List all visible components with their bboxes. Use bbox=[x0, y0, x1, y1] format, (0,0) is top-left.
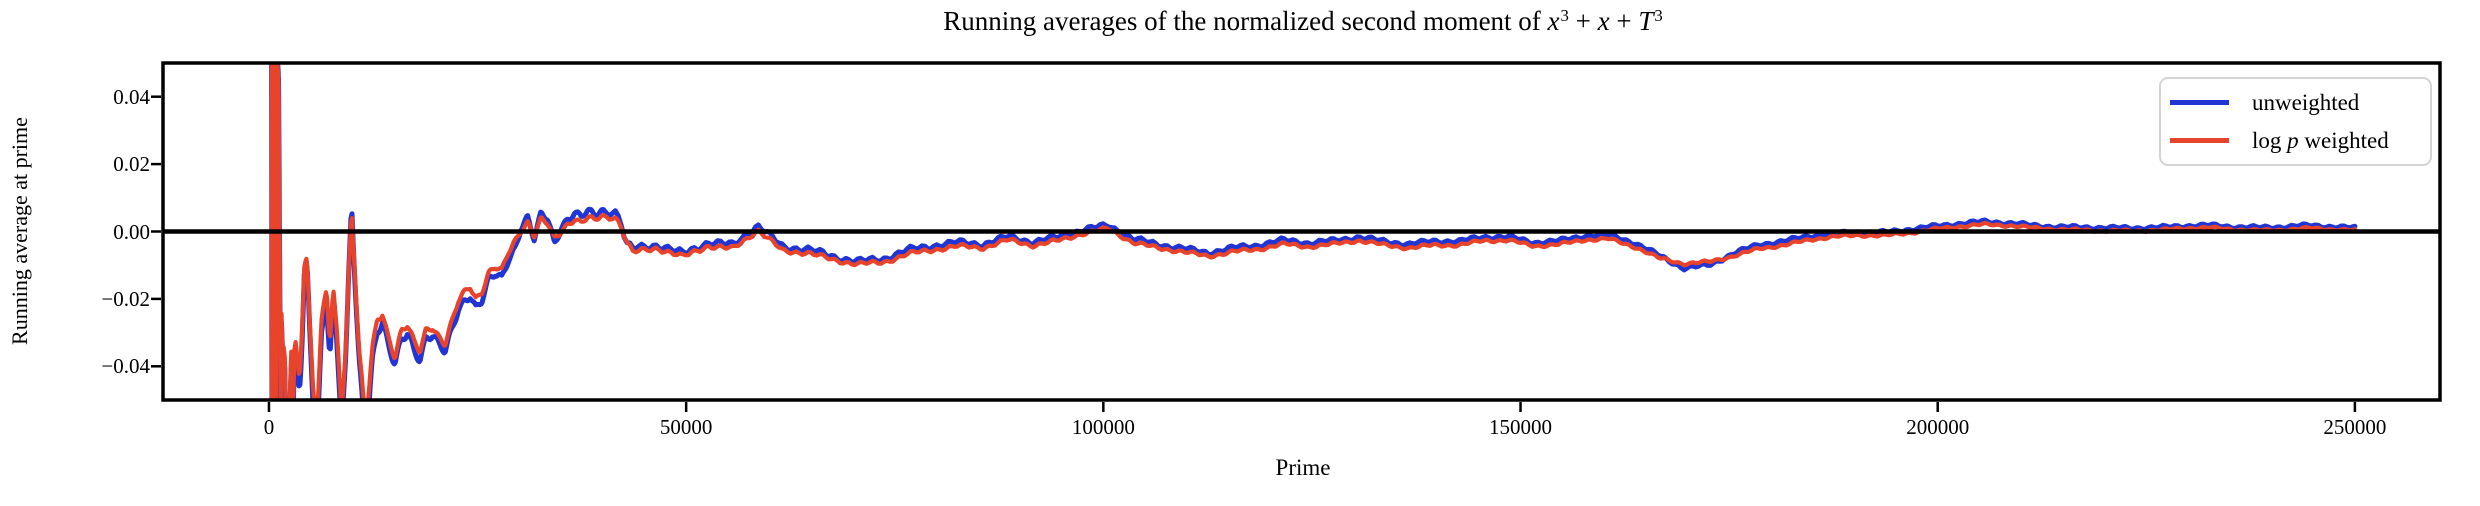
y-tick-label: 0.04 bbox=[113, 84, 150, 109]
series-line-log-p-weighted bbox=[269, 63, 2357, 400]
text-part: weighted bbox=[2298, 127, 2389, 153]
math-var: x bbox=[1547, 6, 1560, 36]
y-axis-label: Running average at prime bbox=[7, 117, 32, 345]
legend: unweighted log p weighted bbox=[2159, 77, 2432, 166]
x-tick-label: 50000 bbox=[659, 415, 713, 439]
y-tick-label: 0.00 bbox=[113, 219, 150, 244]
x-tick-label: 250000 bbox=[2323, 415, 2387, 439]
plot-frame bbox=[161, 61, 2442, 402]
superscript: 3 bbox=[1654, 5, 1663, 25]
text-part: + bbox=[1568, 6, 1598, 36]
x-axis-label: Prime bbox=[1275, 455, 1331, 480]
x-tick-label: 200000 bbox=[1906, 415, 1970, 439]
text-part: log bbox=[2252, 127, 2288, 153]
tick-marks bbox=[151, 95, 2357, 412]
legend-item-unweighted: unweighted bbox=[2170, 88, 2430, 118]
chart-title: Running averages of the normalized secon… bbox=[943, 6, 1663, 37]
superscript: 3 bbox=[1560, 5, 1569, 25]
legend-line-swatch bbox=[2170, 100, 2229, 105]
legend-item-log-p-weighted: log p weighted bbox=[2170, 126, 2430, 156]
legend-label: unweighted bbox=[2252, 90, 2359, 116]
x-tick-label: 100000 bbox=[1071, 415, 1135, 439]
legend-label: log p weighted bbox=[2252, 128, 2389, 154]
x-tick-label: 150000 bbox=[1489, 415, 1553, 439]
text-part: unweighted bbox=[2252, 89, 2360, 115]
text-part: + bbox=[1609, 6, 1639, 36]
x-tick-label: 0 bbox=[263, 415, 275, 439]
y-tick-label: −0.02 bbox=[101, 286, 150, 311]
y-tick-label: −0.04 bbox=[101, 354, 150, 379]
y-tick-label: 0.02 bbox=[113, 152, 150, 177]
math-var: x bbox=[1597, 6, 1610, 36]
text-part: Running averages of the normalized secon… bbox=[943, 6, 1548, 36]
math-var: T bbox=[1638, 6, 1654, 36]
math-var: p bbox=[2287, 127, 2299, 153]
legend-line-swatch bbox=[2170, 138, 2229, 143]
